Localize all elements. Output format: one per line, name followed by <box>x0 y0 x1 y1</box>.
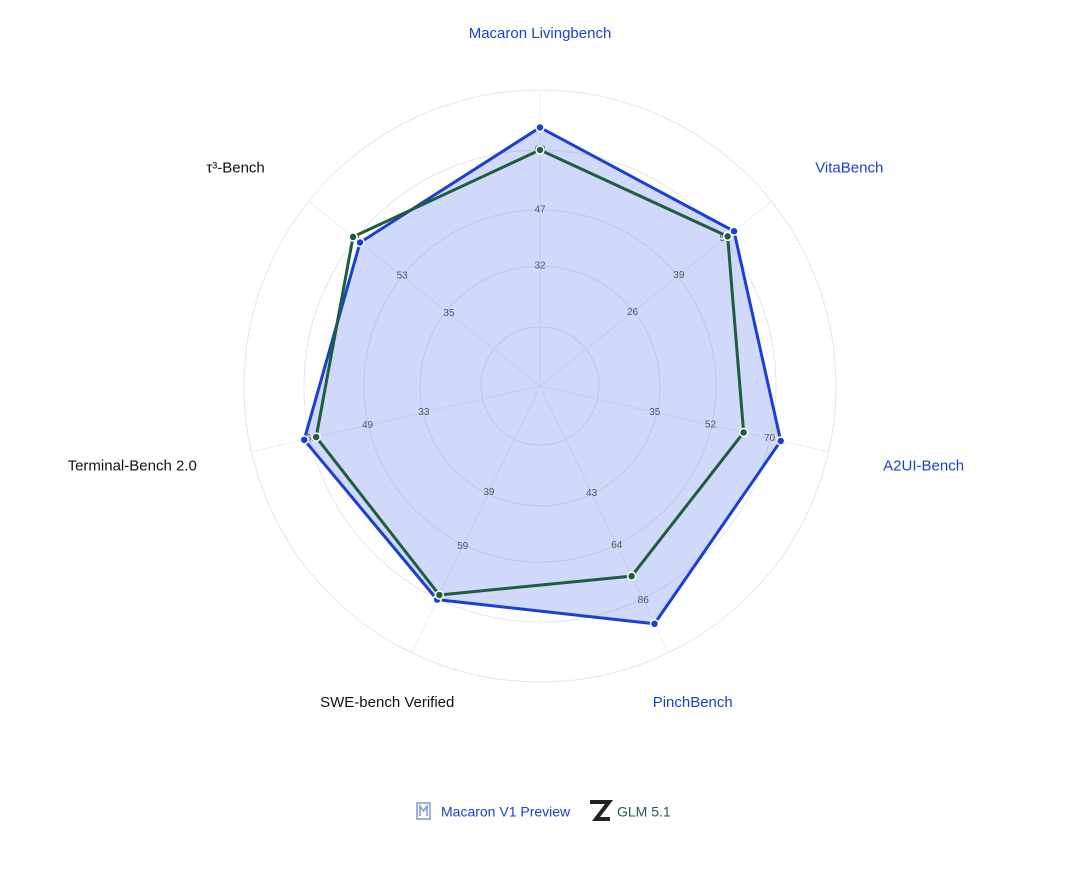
spoke <box>308 201 541 387</box>
legend-icon <box>419 803 428 816</box>
tick-label: 53 <box>397 271 409 282</box>
axis-label: VitaBench <box>815 160 883 177</box>
axis-label: Macaron Livingbench <box>469 25 612 42</box>
axis-label: τ³-Bench <box>206 160 264 177</box>
legend-icon <box>590 800 614 821</box>
tick-label: 49 <box>362 420 374 431</box>
point <box>729 226 739 237</box>
point <box>299 435 309 445</box>
tick-label: 32 <box>534 261 546 272</box>
tick-label: 59 <box>457 541 469 552</box>
point <box>626 571 637 581</box>
series-area <box>314 148 746 597</box>
axis-label: Terminal-Bench 2.0 <box>68 457 197 474</box>
tick-label: 65 <box>306 433 318 444</box>
tick-label: 33 <box>418 407 430 418</box>
tick-label: 52 <box>705 420 717 431</box>
tick-label: 35 <box>649 407 661 418</box>
spoke <box>539 385 669 653</box>
tick-label: 64 <box>611 540 623 551</box>
tick-label: 39 <box>483 487 495 498</box>
axis-label: SWE-bench Verified <box>320 694 454 711</box>
legend-icon <box>416 802 431 820</box>
tick-label: 47 <box>534 205 546 216</box>
tick-label: 35 <box>443 308 455 319</box>
tick-label: 86 <box>638 595 650 606</box>
point <box>775 436 786 446</box>
point <box>311 432 321 442</box>
point <box>722 231 733 242</box>
legend <box>416 800 614 821</box>
point <box>535 122 545 133</box>
legend-label: GLM 5.1 <box>617 804 671 820</box>
point <box>738 427 749 438</box>
point <box>355 237 365 248</box>
axis-label: A2UI-Bench <box>883 457 964 474</box>
point <box>649 619 660 629</box>
tick-label: 70 <box>764 433 776 444</box>
legend-label: Macaron V1 Preview <box>441 804 571 820</box>
series-area <box>302 125 783 626</box>
spoke <box>411 385 541 653</box>
point <box>348 232 358 242</box>
tick-label: 26 <box>627 307 639 318</box>
axis-label: PinchBench <box>653 694 733 711</box>
point <box>535 145 545 155</box>
tick-label: 43 <box>586 488 598 499</box>
tick-label: 39 <box>673 270 685 281</box>
spoke <box>251 385 541 453</box>
point <box>434 590 445 600</box>
